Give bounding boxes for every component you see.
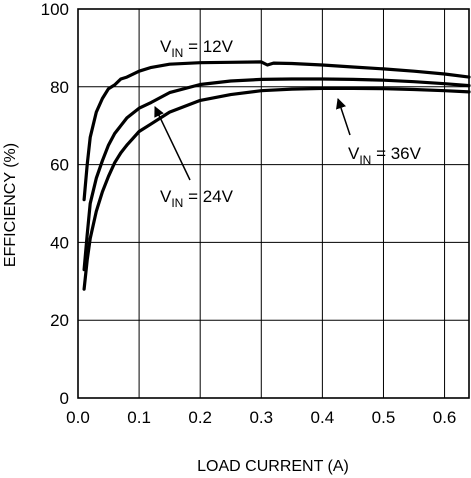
series-label-3: VIN = 36V [348, 144, 422, 167]
x-tick-label: 0.3 [249, 408, 273, 427]
series-annotations: VIN = 12V VIN = 24V VIN = 36V [154, 37, 422, 210]
series-line-3 [82, 86, 471, 291]
x-tick-label: 0.1 [127, 408, 151, 427]
series-label-2: VIN = 24V [160, 187, 234, 210]
y-tick-label: 80 [50, 78, 69, 97]
series-line-1 [82, 60, 471, 202]
x-axis-label: LOAD CURRENT (A) [197, 458, 349, 475]
series-line-2 [82, 77, 471, 272]
y-tick-label: 0 [60, 389, 69, 408]
x-tick-label: 0.5 [372, 408, 396, 427]
y-axis-label: EFFICIENCY (%) [2, 143, 19, 267]
y-tick-label: 60 [50, 156, 69, 175]
y-tick-label: 20 [50, 311, 69, 330]
series-label-1: VIN = 12V [160, 37, 234, 60]
x-tick-label: 0.2 [188, 408, 212, 427]
series-arrow-2 [154, 106, 191, 181]
plot-frame [77, 8, 470, 399]
grid [77, 8, 469, 399]
y-tick-label: 100 [41, 0, 69, 19]
series-lines [82, 60, 471, 291]
tick-labels: 0.0 0.1 0.2 0.3 0.4 0.5 0.6 0 20 40 60 80 100 [41, 0, 457, 427]
x-tick-label: 0.4 [311, 408, 335, 427]
y-tick-label: 40 [50, 233, 69, 252]
series-arrow-3 [336, 98, 351, 136]
x-tick-label: 0.6 [433, 408, 457, 427]
x-tick-label: 0.0 [66, 408, 90, 427]
